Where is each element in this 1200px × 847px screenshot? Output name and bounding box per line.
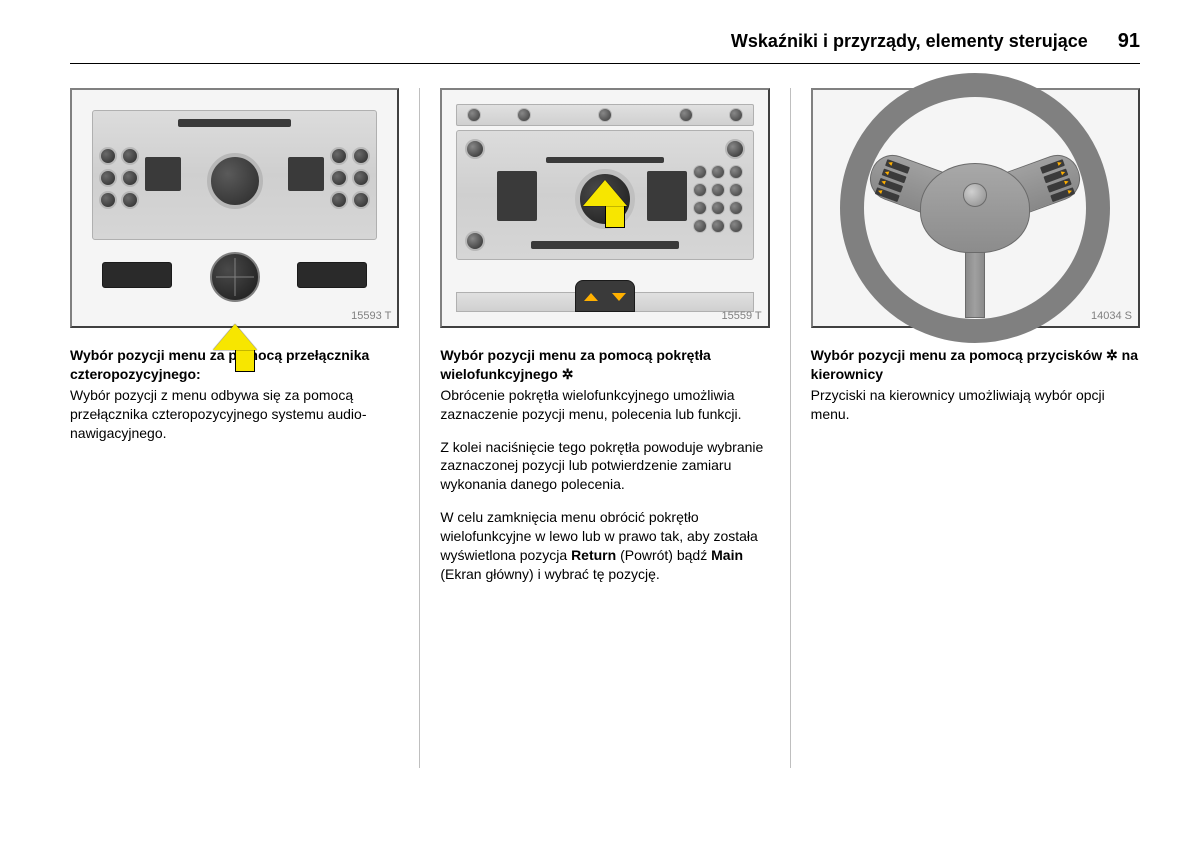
radio-button-icon <box>99 191 117 209</box>
lower-control-panel-2 <box>456 264 753 312</box>
panel-button-icon <box>297 262 367 288</box>
figure-label: 15559 T <box>721 310 761 322</box>
radio-button-icon <box>352 169 370 187</box>
numeric-keypad <box>693 165 743 233</box>
top-control-strip <box>456 104 753 126</box>
cd-slot-icon <box>546 157 664 163</box>
main-knob-icon <box>207 153 263 209</box>
radio-button-icon <box>121 169 139 187</box>
cd-slot-icon <box>178 119 291 127</box>
col2-heading: Wybór pozycji menu za pomocą pokrętła wi… <box>440 346 769 384</box>
page-header: Wskaźniki i przyrządy, elementy sterując… <box>70 30 1140 64</box>
bold-return-label: Return <box>571 547 616 563</box>
radio-button-icon <box>330 191 348 209</box>
text-run: (Powrót) bądź <box>616 547 711 563</box>
display-panel-icon <box>647 171 687 221</box>
figure-label: 14034 S <box>1091 310 1132 322</box>
bold-main-label: Main <box>711 547 743 563</box>
four-way-switch-icon <box>210 252 260 302</box>
wheel-buttons-left <box>875 159 910 202</box>
small-button-icon <box>679 108 693 122</box>
triangle-down-icon <box>612 293 626 301</box>
num-button-icon <box>729 165 743 179</box>
triangle-up-icon <box>584 293 598 301</box>
display-panel-icon <box>288 157 324 191</box>
small-button-icon <box>598 108 612 122</box>
col1-paragraph-1: Wybór pozycji z menu odbywa się za pomoc… <box>70 386 399 443</box>
figure-2: 15559 T <box>440 88 769 328</box>
option-star-icon: ✲ <box>562 366 574 382</box>
column-divider <box>419 88 420 768</box>
steering-wheel-illustration <box>840 73 1110 343</box>
col2-heading-text: Wybór pozycji menu za pomocą pokrętła wi… <box>440 347 710 382</box>
num-button-icon <box>711 219 725 233</box>
figure-1: 15593 T <box>70 88 399 328</box>
lower-control-panel <box>102 254 367 310</box>
col3-heading-pre: Wybór pozycji menu za pomocą przycisków <box>811 347 1106 363</box>
column-3: 14034 S Wybór pozycji menu za pomocą prz… <box>795 88 1140 768</box>
col2-paragraph-1: Obrócenie pokrętła wielofunkcyjnego umoż… <box>440 386 769 424</box>
num-button-icon <box>729 219 743 233</box>
content-columns: 15593 T Wybór pozycji menu za pomocą prz… <box>70 88 1140 768</box>
radio-button-icon <box>352 147 370 165</box>
col3-paragraph-1: Przyciski na kierownicy umożliwiają wybó… <box>811 386 1140 424</box>
text-run: (Ekran główny) i wybrać tę pozycję. <box>440 566 659 582</box>
radio-buttons-right <box>352 147 370 209</box>
num-button-icon <box>693 201 707 215</box>
small-button-icon <box>467 108 481 122</box>
col2-paragraph-3: W celu zamknięcia menu obrócić pokrętło … <box>440 508 769 584</box>
figure-label: 15593 T <box>351 310 391 322</box>
num-button-icon <box>711 183 725 197</box>
display-panel-icon <box>145 157 181 191</box>
radio-button-icon <box>99 147 117 165</box>
corner-button-icon <box>465 139 485 159</box>
figure-3: 14034 S <box>811 88 1140 328</box>
eject-arc-icon <box>575 280 635 312</box>
wheel-hub <box>920 163 1030 253</box>
radio-buttons-left <box>99 147 117 209</box>
num-button-icon <box>693 219 707 233</box>
num-button-icon <box>711 201 725 215</box>
num-button-icon <box>729 183 743 197</box>
radio-button-icon <box>121 191 139 209</box>
col3-heading: Wybór pozycji menu za pomocą przycisków … <box>811 346 1140 384</box>
wheel-buttons-right <box>1040 159 1075 202</box>
num-button-icon <box>693 165 707 179</box>
num-button-icon <box>729 201 743 215</box>
corner-button-icon <box>465 231 485 251</box>
radio-button-icon <box>330 147 348 165</box>
radio-buttons-left-2 <box>121 147 139 209</box>
corner-button-icon <box>725 139 745 159</box>
num-button-icon <box>711 165 725 179</box>
panel-button-icon <box>102 262 172 288</box>
wheel-emblem-icon <box>963 183 987 207</box>
small-button-icon <box>517 108 531 122</box>
radio-unit-illustration <box>92 110 377 240</box>
column-1: 15593 T Wybór pozycji menu za pomocą prz… <box>70 88 415 768</box>
column-2: 15559 T Wybór pozycji menu za pomocą pok… <box>424 88 785 768</box>
radio-buttons-right-2 <box>330 147 348 209</box>
radio-button-icon <box>99 169 117 187</box>
col2-paragraph-2: Z kolei naciśnięcie tego pokrętła powodu… <box>440 438 769 495</box>
lower-slot-icon <box>531 241 679 249</box>
num-button-icon <box>693 183 707 197</box>
radio-button-icon <box>352 191 370 209</box>
radio-button-icon <box>121 147 139 165</box>
section-title: Wskaźniki i przyrządy, elementy sterując… <box>731 31 1088 52</box>
radio-button-icon <box>330 169 348 187</box>
option-star-icon: ✲ <box>1106 347 1118 363</box>
column-divider <box>790 88 791 768</box>
small-button-icon <box>729 108 743 122</box>
display-panel-icon <box>497 171 537 221</box>
page-number: 91 <box>1118 30 1140 53</box>
